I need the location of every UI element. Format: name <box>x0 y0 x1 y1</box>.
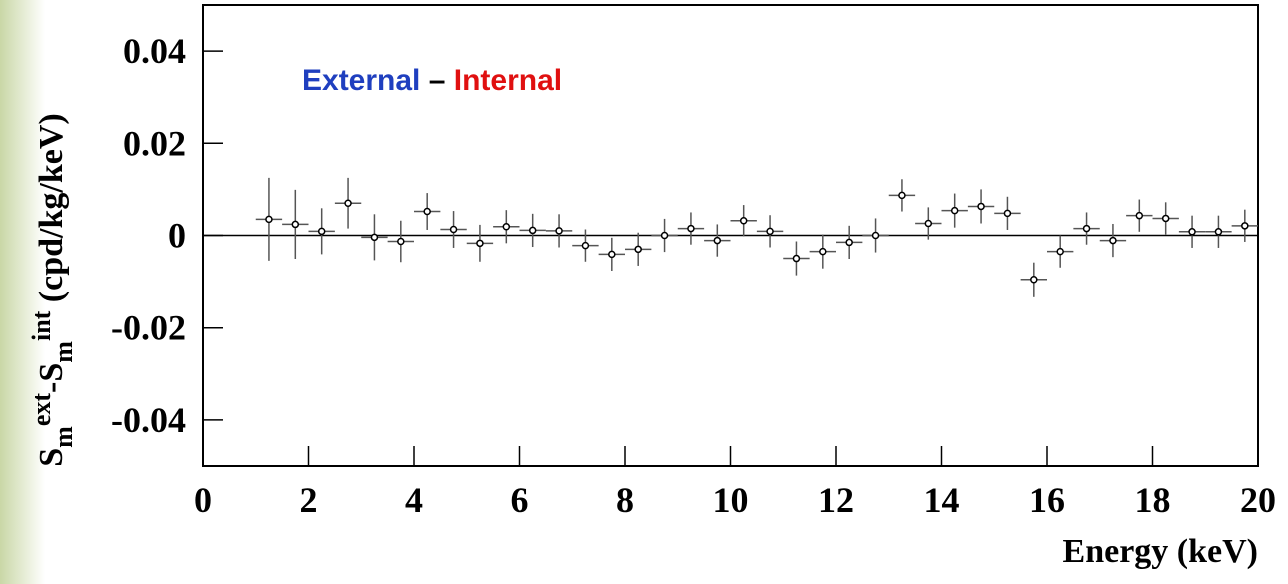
y-label-part: m <box>49 426 78 448</box>
data-point <box>555 227 563 235</box>
data-point <box>344 199 352 207</box>
y-tick-label: 0 <box>168 216 186 256</box>
annotation-part: External <box>302 64 420 97</box>
data-point <box>581 241 590 250</box>
data-point <box>713 236 722 245</box>
data-point <box>1030 276 1038 284</box>
data-point <box>397 237 405 246</box>
data-point <box>845 238 853 247</box>
y-tick-label: 0.04 <box>123 31 186 71</box>
y-label-part: int <box>27 310 56 341</box>
data-point <box>660 231 669 240</box>
x-tick-label: 16 <box>1029 480 1065 520</box>
x-tick-label: 0 <box>194 480 212 520</box>
data-point <box>502 222 511 231</box>
data-point <box>291 220 300 229</box>
y-axis-label: Smext-Smint (cpd/kg/keV) <box>27 113 78 466</box>
x-tick-label: 12 <box>818 480 854 520</box>
data-point <box>924 219 933 228</box>
data-point <box>687 224 695 233</box>
data-point <box>977 202 985 211</box>
data-point <box>819 247 827 256</box>
y-tick-label: 0.02 <box>123 123 186 163</box>
annotation: External – Internal <box>302 64 562 97</box>
y-tick-label: -0.04 <box>111 400 186 440</box>
y-label-part: m <box>49 341 78 363</box>
data-point <box>449 225 458 234</box>
y-label-part: ext <box>27 393 56 427</box>
background-strip <box>0 0 45 584</box>
data-point <box>739 216 748 225</box>
data-point <box>792 254 801 263</box>
x-axis-label: Energy (keV) <box>1063 533 1258 570</box>
data-point <box>1082 224 1091 233</box>
y-label-part: -S <box>33 363 70 393</box>
data-point <box>1003 209 1012 218</box>
data-point <box>871 231 880 240</box>
x-tick-label: 14 <box>924 480 960 520</box>
y-tick-label: -0.02 <box>111 308 186 348</box>
data-point <box>634 245 642 254</box>
data-point <box>423 207 431 216</box>
x-tick-label: 8 <box>616 480 634 520</box>
data-point <box>317 227 326 236</box>
data-point <box>1109 236 1117 245</box>
data-point <box>476 239 484 248</box>
data-point <box>1056 247 1064 256</box>
data-point <box>370 233 379 242</box>
data-point <box>608 250 616 259</box>
x-tick-label: 6 <box>511 480 529 520</box>
data-point <box>1241 222 1249 230</box>
data-point <box>898 191 906 200</box>
annotation-part: – <box>420 64 453 97</box>
data-point <box>265 215 273 224</box>
x-tick-label: 4 <box>405 480 423 520</box>
annotation-part: Internal <box>454 64 562 97</box>
data-point <box>1135 211 1144 220</box>
data-point <box>766 227 774 236</box>
x-tick-label: 2 <box>300 480 318 520</box>
data-point <box>528 226 537 235</box>
data-point <box>1161 214 1170 223</box>
x-tick-label: 18 <box>1135 480 1171 520</box>
data-point <box>1214 228 1223 236</box>
data-point <box>950 206 959 215</box>
y-label-part: (cpd/kg/keV) <box>33 113 70 310</box>
x-tick-label: 10 <box>713 480 749 520</box>
x-tick-label: 20 <box>1240 480 1276 520</box>
y-label-part: S <box>33 448 70 467</box>
data-point <box>1188 228 1196 236</box>
